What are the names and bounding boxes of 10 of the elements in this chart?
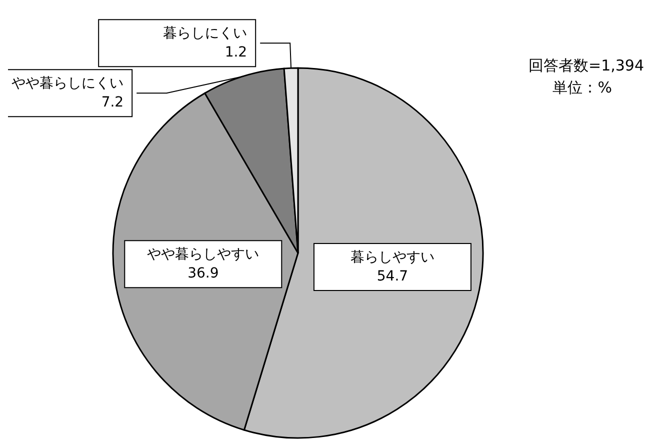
data-label: 54.7 xyxy=(376,268,408,285)
text: 単位：% xyxy=(552,78,612,96)
slice-label: やや暮らしやすい xyxy=(147,246,260,263)
data-label: 7.2 xyxy=(101,94,124,111)
slice-label: 暮らしにくい xyxy=(163,26,248,42)
slice-label: 暮らしやすい xyxy=(350,250,434,266)
text: 回答者数=1,394 xyxy=(528,56,644,74)
data-label: 36.9 xyxy=(188,266,219,282)
slice-label: やや暮らしにくい xyxy=(12,76,124,92)
data-label: 1.2 xyxy=(224,44,248,61)
